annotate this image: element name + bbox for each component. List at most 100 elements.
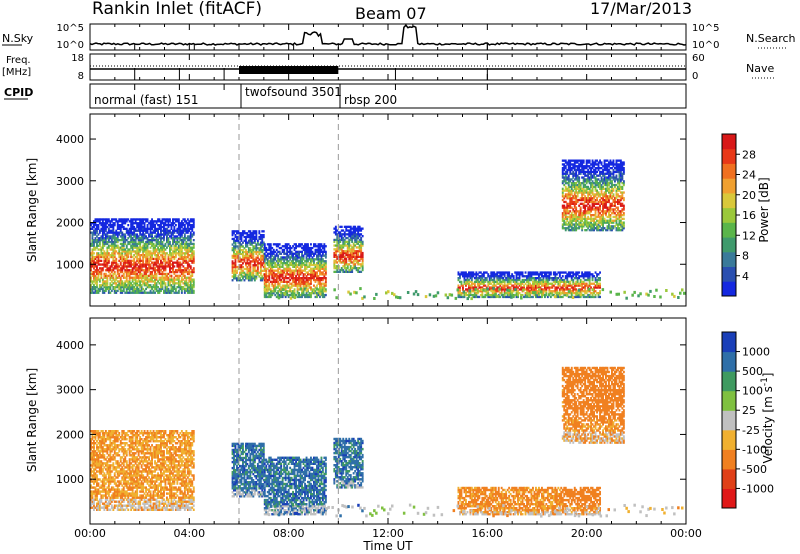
data-cell [185,246,188,249]
data-cell [246,258,249,261]
data-cell [566,206,569,209]
data-cell [354,227,357,230]
data-cell [93,229,95,232]
data-cell [301,295,303,299]
data-cell [573,292,576,295]
data-cell [164,244,167,247]
data-cell [588,290,591,293]
data-cell [137,269,140,272]
data-cell [561,182,564,185]
data-cell [140,269,143,272]
data-cell [93,259,95,262]
data-cell [271,269,274,272]
data-cell [134,252,137,255]
data-cell [361,259,364,262]
data-cell [146,246,149,249]
data-cell [106,278,109,281]
data-cell [295,293,297,297]
data-cell [281,295,284,299]
data-cell [115,267,118,270]
data-cell [277,254,280,257]
data-cell [266,258,269,261]
data-cell [182,246,185,249]
data-cell [91,274,94,277]
data-cell [101,227,104,230]
data-cell [563,210,566,213]
data-cell [487,275,490,278]
data-cell [561,168,564,172]
data-cell [558,273,561,276]
data-cell [269,248,272,252]
data-cell [289,288,292,291]
data-cell [349,229,352,232]
data-cell [357,240,360,243]
data-cell [472,271,475,274]
data-cell [96,227,98,230]
data-cell [140,265,143,268]
data-cell [137,240,140,244]
data-cell [252,234,255,237]
data-cell [154,276,156,279]
data-cell [345,267,348,270]
data-cell [572,185,575,189]
data-cell [134,276,137,279]
data-cell [161,270,164,274]
data-cell [460,284,463,287]
data-cell [101,255,104,259]
data-cell [94,276,97,279]
data-cell [470,271,473,274]
data-cell [261,262,264,265]
data-cell [567,163,570,166]
data-cell [255,273,258,276]
data-cell [103,272,106,276]
data-cell [119,263,122,266]
data-cell [130,259,133,262]
data-cell [296,250,299,253]
data-cell [576,198,579,202]
data-cell [185,248,188,251]
data-cell [255,235,258,239]
data-cell [233,264,235,267]
data-cell [146,257,149,261]
data-cell [240,232,243,235]
data-cell [493,282,496,285]
data-cell [140,222,143,225]
data-cell [139,222,142,225]
data-cell [548,282,551,285]
data-cell [240,279,243,282]
data-cell [137,246,140,249]
data-cell [339,259,342,262]
data-cell [250,239,253,242]
data-cell [305,271,308,274]
data-cell [545,280,548,283]
data-cell [554,286,557,289]
data-cell [124,220,127,223]
data-cell [293,252,296,255]
data-cell [308,277,311,280]
data-cell [118,250,121,253]
data-cell [351,246,354,249]
data-cell [90,287,92,291]
data-cell [354,231,357,234]
data-cell [172,267,174,270]
data-cell [269,250,272,253]
data-cell [146,267,149,270]
data-cell [271,258,274,261]
data-cell [269,271,272,274]
data-cell [500,271,503,274]
data-cell [352,255,355,258]
data-cell [274,243,277,246]
data-cell [558,288,561,291]
data-cell [172,250,174,253]
data-cell [352,244,355,247]
data-cell [569,204,572,207]
data-cell [118,220,121,223]
data-cell [566,212,569,215]
data-cell [125,286,128,289]
data-cell [289,275,292,278]
data-cell [572,288,575,291]
data-cell [462,275,464,278]
data-cell [130,233,133,236]
data-cell [104,235,107,238]
data-cell [572,271,575,274]
